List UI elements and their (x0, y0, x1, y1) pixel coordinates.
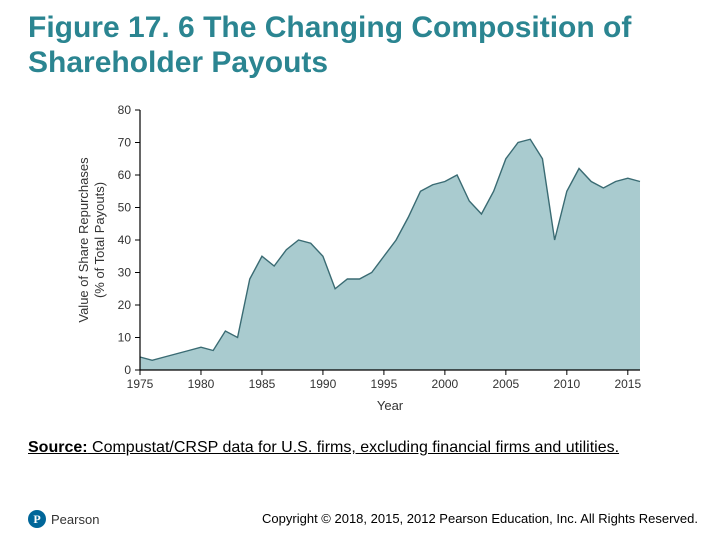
area-chart: 0 10 20 30 40 50 60 70 80 1975 1980 1985 1990 1995 200… (70, 100, 650, 420)
svg-text:2000: 2000 (432, 377, 459, 391)
svg-text:2015: 2015 (614, 377, 641, 391)
svg-text:10: 10 (118, 331, 132, 345)
svg-text:1990: 1990 (310, 377, 337, 391)
svg-text:(% of Total Payouts): (% of Total Payouts) (92, 182, 107, 298)
svg-text:Year: Year (377, 398, 404, 413)
svg-text:70: 70 (118, 136, 132, 150)
svg-text:1975: 1975 (127, 377, 154, 391)
slide: Figure 17. 6 The Changing Composition of… (0, 0, 720, 540)
source-label: Source: (28, 439, 88, 456)
svg-text:30: 30 (118, 266, 132, 280)
svg-text:1995: 1995 (371, 377, 398, 391)
svg-text:0: 0 (124, 363, 131, 377)
svg-text:80: 80 (118, 103, 132, 117)
svg-text:2010: 2010 (553, 377, 580, 391)
svg-text:60: 60 (118, 168, 132, 182)
svg-text:Value of Share Repurchases: Value of Share Repurchases (76, 157, 91, 323)
svg-text:40: 40 (118, 233, 132, 247)
svg-text:20: 20 (118, 298, 132, 312)
figure-title: Figure 17. 6 The Changing Composition of… (28, 10, 688, 81)
svg-text:50: 50 (118, 201, 132, 215)
copyright-line: Copyright © 2018, 2015, 2012 Pearson Edu… (28, 511, 698, 526)
chart-container: 0 10 20 30 40 50 60 70 80 1975 1980 1985 1990 1995 200… (70, 100, 650, 420)
svg-text:1980: 1980 (188, 377, 215, 391)
svg-text:1985: 1985 (249, 377, 276, 391)
svg-text:2005: 2005 (493, 377, 520, 391)
source-text: Compustat/CRSP data for U.S. firms, excl… (88, 439, 619, 456)
source-line: Source: Compustat/CRSP data for U.S. fir… (28, 438, 688, 458)
